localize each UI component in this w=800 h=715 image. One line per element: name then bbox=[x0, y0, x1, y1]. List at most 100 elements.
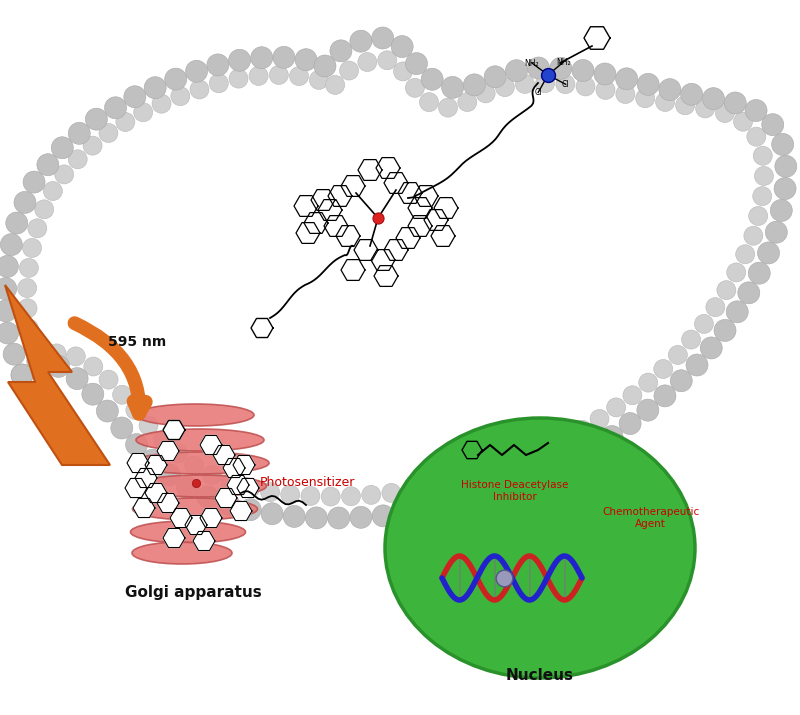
Circle shape bbox=[99, 124, 118, 142]
Polygon shape bbox=[163, 420, 185, 440]
Circle shape bbox=[438, 98, 458, 117]
Circle shape bbox=[84, 357, 103, 376]
Polygon shape bbox=[145, 455, 167, 475]
Circle shape bbox=[402, 480, 421, 500]
Circle shape bbox=[715, 104, 734, 122]
Circle shape bbox=[322, 487, 340, 506]
Polygon shape bbox=[185, 516, 207, 535]
Circle shape bbox=[747, 127, 766, 146]
Text: Golgi apparatus: Golgi apparatus bbox=[125, 585, 262, 600]
Circle shape bbox=[458, 92, 477, 112]
Circle shape bbox=[202, 465, 222, 485]
Circle shape bbox=[190, 80, 209, 99]
Circle shape bbox=[281, 485, 300, 504]
Circle shape bbox=[19, 258, 38, 277]
Circle shape bbox=[239, 499, 262, 521]
Circle shape bbox=[616, 84, 635, 104]
Ellipse shape bbox=[134, 475, 266, 497]
Circle shape bbox=[378, 51, 397, 70]
Circle shape bbox=[66, 368, 88, 390]
Circle shape bbox=[766, 221, 787, 243]
Polygon shape bbox=[127, 453, 149, 473]
Circle shape bbox=[51, 137, 74, 159]
Circle shape bbox=[495, 78, 514, 97]
Circle shape bbox=[83, 136, 102, 155]
Circle shape bbox=[11, 364, 33, 386]
Ellipse shape bbox=[130, 521, 246, 543]
Polygon shape bbox=[341, 176, 365, 197]
Circle shape bbox=[342, 487, 361, 506]
Polygon shape bbox=[157, 493, 179, 513]
Circle shape bbox=[6, 212, 28, 234]
Circle shape bbox=[601, 425, 623, 448]
Circle shape bbox=[500, 455, 519, 475]
Polygon shape bbox=[145, 483, 167, 503]
Ellipse shape bbox=[136, 404, 254, 426]
Circle shape bbox=[306, 507, 327, 529]
Circle shape bbox=[310, 70, 328, 89]
Polygon shape bbox=[341, 260, 365, 280]
Circle shape bbox=[229, 69, 248, 88]
Circle shape bbox=[734, 112, 753, 132]
Circle shape bbox=[139, 416, 158, 435]
Circle shape bbox=[290, 66, 309, 86]
Circle shape bbox=[518, 448, 538, 467]
Polygon shape bbox=[200, 435, 222, 455]
Polygon shape bbox=[311, 189, 335, 210]
Circle shape bbox=[481, 483, 503, 506]
Circle shape bbox=[421, 68, 443, 90]
Circle shape bbox=[770, 199, 792, 222]
Circle shape bbox=[515, 74, 534, 94]
Polygon shape bbox=[230, 501, 252, 521]
Circle shape bbox=[218, 493, 240, 516]
Circle shape bbox=[619, 413, 641, 435]
Circle shape bbox=[696, 99, 714, 118]
Polygon shape bbox=[434, 197, 458, 218]
Circle shape bbox=[700, 337, 722, 359]
Circle shape bbox=[210, 74, 228, 93]
Circle shape bbox=[594, 63, 616, 85]
Circle shape bbox=[463, 74, 486, 96]
Circle shape bbox=[758, 242, 779, 264]
Polygon shape bbox=[237, 478, 259, 498]
Circle shape bbox=[18, 299, 37, 317]
Circle shape bbox=[749, 207, 768, 225]
Circle shape bbox=[762, 114, 784, 136]
Circle shape bbox=[328, 507, 350, 529]
Text: Photosensitizer: Photosensitizer bbox=[260, 476, 355, 490]
Circle shape bbox=[774, 177, 796, 199]
Circle shape bbox=[543, 458, 565, 480]
Text: Chemotherapeutic
Agent: Chemotherapeutic Agent bbox=[602, 507, 699, 529]
Circle shape bbox=[536, 74, 554, 93]
Circle shape bbox=[158, 464, 180, 486]
Circle shape bbox=[144, 77, 166, 99]
Text: NH₂: NH₂ bbox=[525, 59, 539, 67]
Circle shape bbox=[636, 89, 654, 108]
Circle shape bbox=[22, 238, 42, 257]
Text: Histone Deacetylase
Inhibitor: Histone Deacetylase Inhibitor bbox=[462, 480, 569, 502]
Circle shape bbox=[394, 62, 413, 81]
Polygon shape bbox=[193, 531, 215, 551]
Polygon shape bbox=[358, 159, 382, 180]
Circle shape bbox=[350, 30, 372, 52]
Circle shape bbox=[527, 57, 550, 79]
Polygon shape bbox=[227, 475, 249, 495]
Circle shape bbox=[476, 84, 495, 103]
Circle shape bbox=[372, 27, 394, 49]
Polygon shape bbox=[354, 240, 378, 260]
Circle shape bbox=[582, 438, 604, 460]
Text: Cl: Cl bbox=[534, 88, 542, 97]
Circle shape bbox=[54, 165, 74, 184]
Circle shape bbox=[362, 485, 381, 504]
Circle shape bbox=[714, 320, 736, 342]
Circle shape bbox=[339, 61, 358, 80]
Circle shape bbox=[576, 77, 595, 96]
Circle shape bbox=[676, 96, 694, 115]
Circle shape bbox=[110, 417, 133, 439]
Polygon shape bbox=[163, 528, 185, 548]
Circle shape bbox=[550, 57, 572, 79]
Polygon shape bbox=[213, 445, 235, 465]
Ellipse shape bbox=[132, 542, 232, 564]
Circle shape bbox=[186, 60, 207, 82]
Circle shape bbox=[753, 187, 772, 206]
